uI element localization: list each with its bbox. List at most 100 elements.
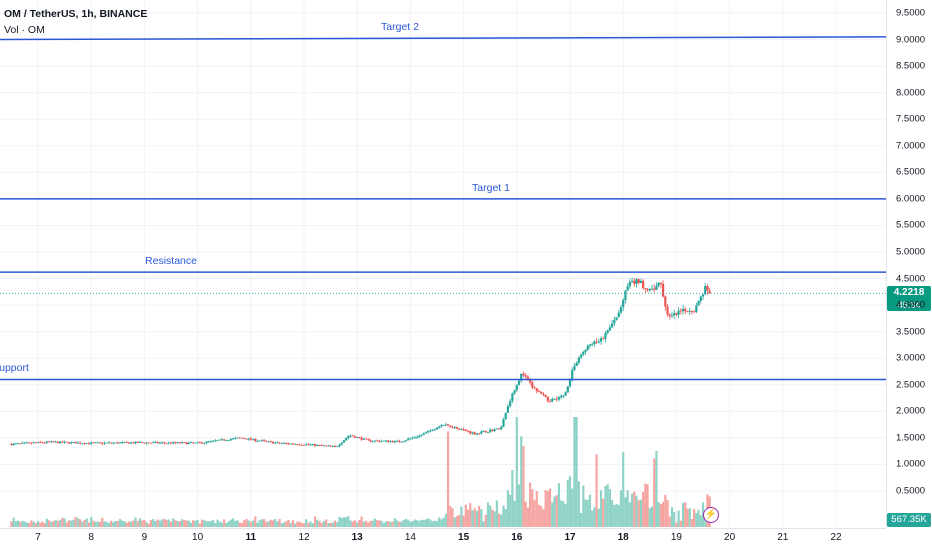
volume-bar <box>582 485 585 527</box>
volume-bar <box>420 519 423 527</box>
volume-bar <box>693 509 696 527</box>
candle <box>207 441 210 443</box>
volume-bar <box>121 520 124 527</box>
volume-bar <box>143 520 146 527</box>
volume-indicator-label[interactable]: Vol · OM <box>4 24 45 36</box>
candle <box>515 385 518 391</box>
candle <box>471 432 474 434</box>
volume-bar <box>548 488 552 527</box>
volume-bar <box>418 520 421 527</box>
candle <box>300 444 303 446</box>
candle <box>619 307 623 313</box>
candle <box>311 444 314 445</box>
candle <box>236 437 239 439</box>
volume-bar <box>112 522 115 527</box>
volume-bar <box>506 490 510 527</box>
volume-bar <box>673 512 676 527</box>
candle <box>316 444 319 446</box>
volume-bar <box>70 520 73 527</box>
candle <box>25 442 29 444</box>
candle <box>249 438 252 440</box>
lightning-icon[interactable]: ⚡ <box>703 507 719 523</box>
volume-bar <box>351 521 354 527</box>
volume-bar <box>362 521 365 527</box>
volume-bar <box>435 520 439 527</box>
candle <box>267 441 270 443</box>
line-label[interactable]: Resistance <box>145 255 197 268</box>
volume-bar <box>571 488 574 527</box>
candle <box>653 288 656 290</box>
volume-bar <box>699 515 702 527</box>
candle <box>147 442 150 444</box>
volume-bar <box>163 518 166 527</box>
candle <box>227 440 230 441</box>
candle <box>424 432 428 434</box>
volume-bar <box>622 452 625 527</box>
line-label[interactable]: Target 2 <box>381 21 419 34</box>
volume-bar <box>387 521 390 527</box>
candle <box>79 442 82 444</box>
volume-bar <box>225 522 228 527</box>
volume-bar <box>161 519 164 527</box>
volume-bar <box>103 521 106 527</box>
volume-bar <box>513 500 516 527</box>
volume-bar <box>611 500 614 527</box>
price-axis[interactable] <box>886 0 932 528</box>
candle <box>708 290 711 294</box>
volume-bar <box>637 500 640 527</box>
volume-bar <box>101 517 104 527</box>
candle <box>389 441 392 443</box>
volume-bar <box>234 520 237 527</box>
volume-bar <box>116 521 119 527</box>
volume-bar <box>271 520 275 527</box>
volume-bar <box>540 506 543 527</box>
volume-bar <box>453 517 456 527</box>
volume-bar <box>130 521 133 527</box>
candle <box>156 441 159 444</box>
candle <box>258 440 261 442</box>
candle <box>240 437 244 439</box>
volume-bar <box>586 499 589 527</box>
time-axis[interactable] <box>0 528 886 551</box>
candle <box>121 442 124 444</box>
volume-bar <box>400 521 403 527</box>
volume-bar <box>251 520 255 527</box>
symbol-title[interactable]: OM / TetherUS, 1h, BINANCE <box>4 8 148 20</box>
candle <box>47 441 51 443</box>
volume-bar <box>198 523 201 527</box>
volume-bar <box>495 500 498 527</box>
volume-bar <box>659 503 662 527</box>
time-tick-label: 17 <box>564 532 576 543</box>
candle <box>579 354 583 358</box>
volume-bar <box>382 522 385 527</box>
line-label[interactable]: upport <box>0 362 29 375</box>
volume-bar <box>360 516 363 527</box>
candle <box>442 425 445 426</box>
candle <box>174 442 177 443</box>
candle <box>371 441 374 442</box>
line-label[interactable]: Target 1 <box>472 181 510 194</box>
candle <box>429 430 432 432</box>
volume-bar <box>684 502 687 527</box>
volume-bar <box>353 520 357 527</box>
candle <box>373 440 377 442</box>
candle <box>446 424 450 426</box>
volume-bar <box>311 523 314 527</box>
candle <box>145 442 148 444</box>
candle <box>635 279 638 284</box>
volume-bar <box>526 507 529 527</box>
volume-bar <box>460 506 463 527</box>
candle <box>624 290 627 301</box>
volume-bar <box>424 519 428 527</box>
volume-bar <box>347 516 350 527</box>
candle <box>41 442 44 444</box>
volume-bar <box>364 520 368 527</box>
candle <box>74 442 77 444</box>
time-tick-label: 8 <box>88 532 94 543</box>
candle <box>584 349 587 352</box>
candle <box>327 445 330 447</box>
volume-bar <box>522 445 525 527</box>
volume-bar <box>276 521 279 527</box>
